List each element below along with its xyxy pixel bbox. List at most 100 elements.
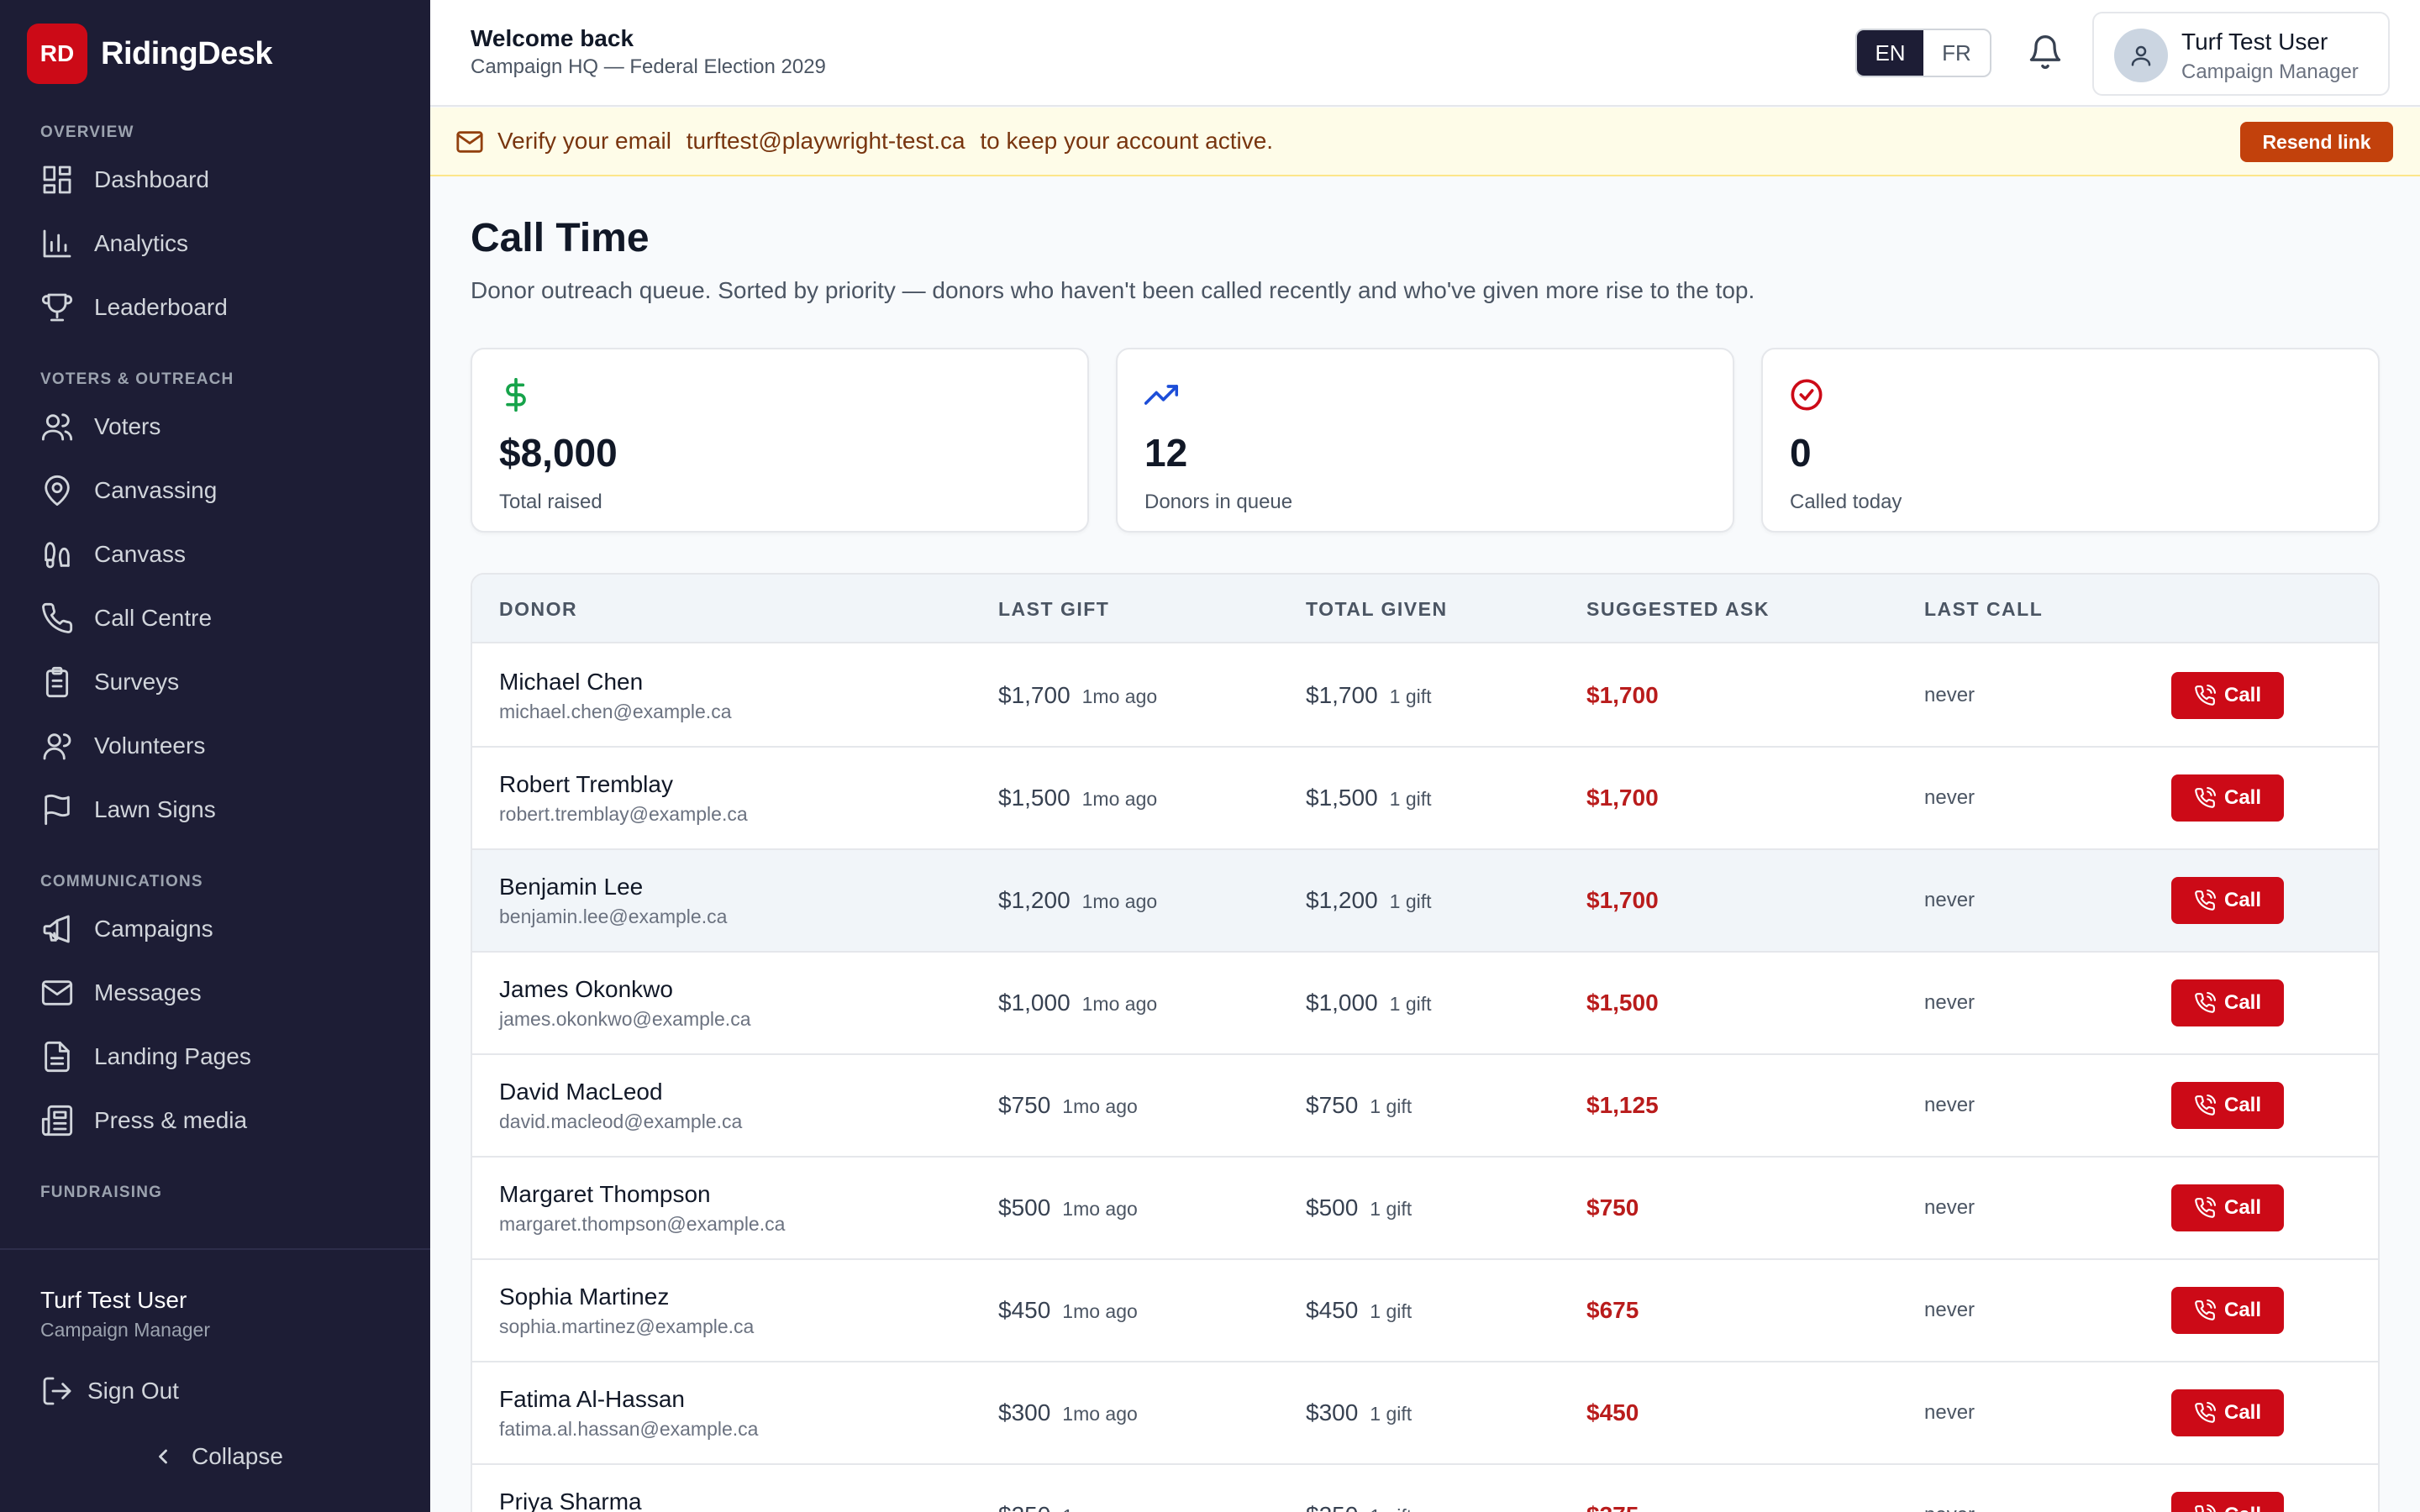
column-header-last-call[interactable]: LAST CALL — [1924, 598, 2044, 620]
sidebar-item-analytics[interactable]: Analytics — [0, 212, 430, 276]
call-button[interactable]: Call — [2171, 979, 2284, 1026]
mail-icon — [455, 128, 484, 156]
call-button[interactable]: Call — [2171, 1287, 2284, 1334]
sidebar-item-landing-pages[interactable]: Landing Pages — [0, 1025, 430, 1089]
call-button-label: Call — [2223, 1299, 2261, 1321]
call-button[interactable]: Call — [2171, 877, 2284, 924]
table-row[interactable]: Priya Sharma $250 1mo ago $250 1 gift $375 nev… — [472, 1465, 2378, 1512]
sidebar-section-title: FUNDRAISING — [40, 1184, 163, 1201]
call-button[interactable]: Call — [2171, 1389, 2284, 1436]
sidebar-item-label: Surveys — [94, 669, 180, 695]
gift-count: 1 gift — [1389, 890, 1432, 912]
donor-name: Benjamin Lee — [499, 874, 644, 900]
sidebar-item-call-centre[interactable]: Call Centre — [0, 586, 430, 650]
stat-label: Total raised — [499, 491, 602, 513]
sidebar-item-messages[interactable]: Messages — [0, 961, 430, 1025]
lang-fr-button[interactable]: FR — [1942, 39, 1971, 66]
banner-text-after: to keep your account active. — [980, 128, 1274, 154]
sidebar-item-label: Canvass — [94, 541, 186, 567]
notifications-button[interactable] — [2027, 34, 2064, 71]
sidebar-item-canvassing[interactable]: Canvassing — [0, 459, 430, 522]
collapse-sidebar-button[interactable]: Collapse — [151, 1443, 283, 1470]
user-icon — [2131, 45, 2151, 66]
sidebar-section-title: COMMUNICATIONS — [40, 873, 203, 890]
total-given-cell: $1,000 1 gift — [1306, 990, 1432, 1016]
sidebar-item-press-media[interactable]: Press & media — [0, 1089, 430, 1152]
banner-email: turftest@playwright-test.ca — [686, 128, 965, 154]
table-row[interactable]: Sophia Martinez sophia.martinez@example.c… — [472, 1260, 2378, 1362]
sidebar-user-name: Turf Test User — [40, 1287, 187, 1313]
total-given-amount: $1,200 — [1306, 887, 1378, 913]
call-button[interactable]: Call — [2171, 1184, 2284, 1231]
sidebar-item-surveys[interactable]: Surveys — [0, 650, 430, 714]
donor-queue-table: DONOR LAST GIFT TOTAL GIVEN SUGGESTED AS… — [471, 573, 2380, 1512]
donor-email: david.macleod@example.ca — [499, 1110, 743, 1132]
sidebar-item-lawn-signs[interactable]: Lawn Signs — [0, 778, 430, 842]
sidebar-item-volunteers[interactable]: Volunteers — [0, 714, 430, 778]
sidebar-item-label: Call Centre — [94, 605, 213, 631]
donor-name: David MacLeod — [499, 1079, 663, 1105]
bell-icon — [2029, 35, 2061, 69]
page-title: Call Time — [471, 216, 650, 260]
user-menu[interactable]: Turf Test User Campaign Manager — [2092, 12, 2390, 96]
column-header-donor[interactable]: DONOR — [499, 598, 578, 620]
table-row[interactable]: James Okonkwo james.okonkwo@example.ca $1,… — [472, 953, 2378, 1055]
phone-call-icon — [2195, 992, 2216, 1013]
last-gift-ago: 1mo ago — [1062, 1300, 1138, 1322]
table-row[interactable]: Fatima Al-Hassan fatima.al.hassan@example… — [472, 1362, 2378, 1465]
total-given-cell: $500 1 gift — [1306, 1194, 1412, 1221]
donor-name: Sophia Martinez — [499, 1284, 670, 1310]
sidebar-section-title: VOTERS & OUTREACH — [40, 370, 234, 388]
phone-call-icon — [2195, 1504, 2216, 1512]
log-out-icon — [43, 1377, 71, 1405]
total-given-amount: $1,700 — [1306, 682, 1378, 708]
brand-name: RidingDesk — [101, 35, 273, 71]
brand[interactable]: RD RidingDesk — [27, 24, 273, 84]
sidebar-item-leaderboard[interactable]: Leaderboard — [0, 276, 430, 339]
call-button-label: Call — [2223, 1196, 2261, 1219]
last-gift-amount: $1,700 — [998, 682, 1071, 708]
call-button-label: Call — [2224, 1504, 2261, 1512]
sidebar-item-canvass[interactable]: Canvass — [0, 522, 430, 586]
resend-link-button[interactable]: Resend link — [2240, 122, 2393, 162]
table-row[interactable]: Michael Chen michael.chen@example.ca $1,70… — [472, 645, 2378, 748]
total-given-amount: $1,000 — [1306, 990, 1378, 1016]
donor-email: sophia.martinez@example.ca — [499, 1315, 755, 1337]
call-button[interactable]: Call — [2171, 774, 2284, 822]
donor-email: fatima.al.hassan@example.ca — [499, 1418, 759, 1440]
column-header-last-gift[interactable]: LAST GIFT — [998, 598, 1110, 620]
column-header-total-given[interactable]: TOTAL GIVEN — [1306, 598, 1448, 620]
table-row[interactable]: David MacLeod david.macleod@example.ca $75… — [472, 1055, 2378, 1158]
table-row[interactable]: Benjamin Lee benjamin.lee@example.ca $1,20… — [472, 850, 2378, 953]
column-header-suggested-ask[interactable]: SUGGESTED ASK — [1586, 598, 1770, 620]
call-button[interactable]: Call — [2171, 1082, 2284, 1129]
last-call: never — [1924, 684, 1975, 706]
stat-card-donors-in-queue: 12 Donors in queue — [1116, 348, 1734, 533]
sidebar-item-label: Volunteers — [94, 732, 206, 759]
header-title: Welcome back — [471, 25, 634, 51]
sidebar-item-dashboard[interactable]: Dashboard — [0, 148, 430, 212]
sidebar-item-campaigns[interactable]: Campaigns — [0, 897, 430, 961]
table-row[interactable]: Robert Tremblay robert.tremblay@example.c… — [472, 748, 2378, 850]
sidebar-item-label: Campaigns — [94, 916, 213, 942]
sidebar-nav: OVERVIEW Dashboard Analytics Leaderboard VOT… — [0, 123, 430, 1231]
dollar-icon — [499, 377, 533, 412]
last-gift-amount: $1,000 — [998, 990, 1071, 1016]
last-call: never — [1924, 1504, 1975, 1512]
stat-value: $8,000 — [499, 431, 618, 475]
header-subtitle: Campaign HQ — Federal Election 2029 — [471, 55, 826, 78]
sidebar-item-voters[interactable]: Voters — [0, 395, 430, 459]
dashboard-icon — [43, 165, 71, 194]
sidebar-item-label: Canvassing — [94, 477, 218, 503]
stat-card-called-today: 0 Called today — [1761, 348, 2380, 533]
lang-en-button[interactable]: EN — [1857, 30, 1923, 76]
call-button[interactable]: Call — [2171, 672, 2284, 719]
call-button[interactable]: Call — [2171, 1492, 2284, 1512]
user-role: Campaign Manager — [2181, 60, 2359, 83]
last-gift-ago: 1mo ago — [1081, 788, 1158, 810]
sidebar-item-label: Voters — [94, 413, 161, 439]
sign-out-button[interactable]: Sign Out — [40, 1374, 179, 1408]
table-row[interactable]: Margaret Thompson margaret.thompson@examp… — [472, 1158, 2378, 1260]
last-gift-ago: 1mo ago — [1062, 1403, 1138, 1425]
last-gift-cell: $1,500 1mo ago — [998, 785, 1157, 811]
